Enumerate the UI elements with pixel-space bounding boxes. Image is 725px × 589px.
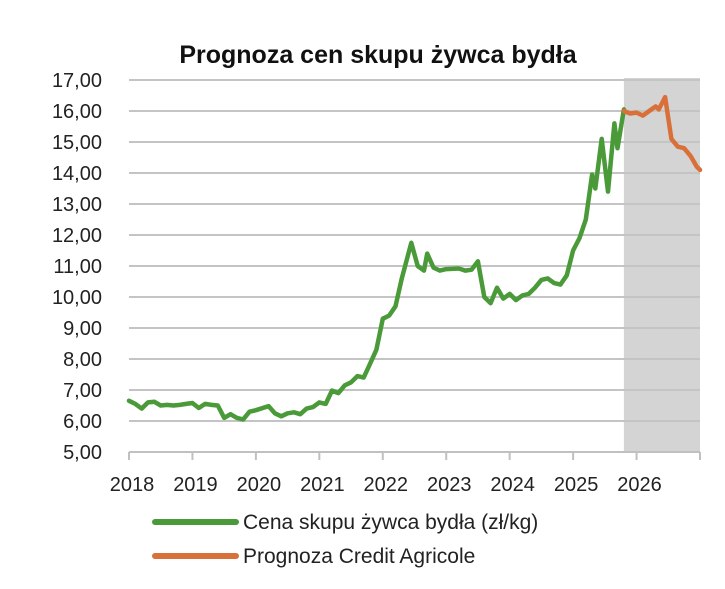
y-tick-label: 12,00 — [52, 225, 102, 247]
y-tick-label: 5,00 — [63, 442, 102, 464]
x-tick-label: 2018 — [110, 474, 155, 496]
legend: Cena skupu żywca bydła (zł/kg) Prognoza … — [152, 511, 538, 568]
x-tick-label: 2024 — [490, 474, 535, 496]
x-tick-label: 2021 — [300, 474, 345, 496]
chart-title: Prognoza cen skupu żywca bydła — [179, 41, 577, 69]
x-tick-label: 2020 — [237, 474, 282, 496]
x-tick-label: 2023 — [427, 474, 472, 496]
data-series — [126, 94, 703, 422]
gridlines — [129, 79, 700, 422]
y-tick-label: 7,00 — [63, 380, 102, 402]
legend-label-forecast: Prognoza Credit Agricole — [243, 545, 475, 568]
y-tick-label: 15,00 — [52, 132, 102, 154]
y-tick-label: 10,00 — [52, 287, 102, 309]
y-tick-label: 8,00 — [63, 349, 102, 371]
x-tick-label: 2025 — [554, 474, 599, 496]
y-tick-label: 14,00 — [52, 163, 102, 185]
x-tick-label: 2019 — [173, 474, 218, 496]
x-axis-labels: 2018 2019 2020 2021 2022 2023 2024 2025 2026 — [110, 474, 662, 496]
historical-price-line — [126, 107, 627, 422]
y-tick-label: 17,00 — [52, 70, 102, 92]
x-tick-label: 2026 — [617, 474, 662, 496]
y-axis-labels: 5,00 6,00 7,00 8,00 9,00 10,00 11,00 12,00 13,00… — [52, 70, 102, 464]
y-tick-label: 13,00 — [52, 194, 102, 216]
y-tick-label: 9,00 — [63, 318, 102, 340]
x-tick-label: 2022 — [364, 474, 409, 496]
y-tick-label: 16,00 — [52, 101, 102, 123]
y-tick-label: 6,00 — [63, 411, 102, 433]
legend-label-historical: Cena skupu żywca bydła (zł/kg) — [243, 511, 538, 534]
forecast-line — [621, 94, 703, 173]
x-axis — [128, 451, 701, 460]
y-tick-label: 11,00 — [53, 256, 102, 278]
